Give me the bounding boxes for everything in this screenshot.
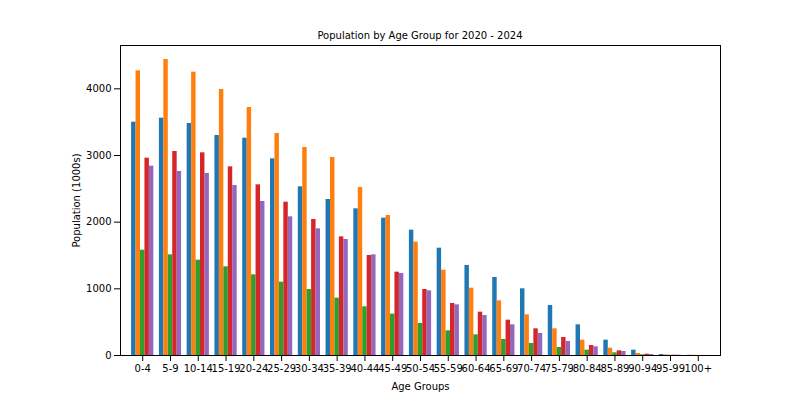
- svg-text:2000: 2000: [86, 216, 111, 227]
- html-text:Population by Age Group for 20: Population by Age Group for 2020 - 2024: [317, 30, 523, 41]
- svg-text:65-69: 65-69: [489, 363, 518, 374]
- svg-text:15-19: 15-19: [212, 363, 241, 374]
- svg-text:80-84: 80-84: [573, 363, 602, 374]
- svg-text:75-79: 75-79: [545, 363, 574, 374]
- svg-text:100+: 100+: [685, 363, 712, 374]
- svg-text:95-99: 95-99: [656, 363, 685, 374]
- svg-text:60-64: 60-64: [462, 363, 491, 374]
- svg-text:Population (1000s): Population (1000s): [71, 153, 82, 247]
- svg-text:5-9: 5-9: [162, 363, 178, 374]
- svg-text:10-14: 10-14: [184, 363, 213, 374]
- svg-text:25-29: 25-29: [267, 363, 296, 374]
- svg-text:55-59: 55-59: [434, 363, 463, 374]
- svg-text:3000: 3000: [86, 150, 111, 161]
- svg-text:20-24: 20-24: [239, 363, 268, 374]
- svg-text:45-49: 45-49: [378, 363, 407, 374]
- svg-text:40-44: 40-44: [350, 363, 379, 374]
- svg-text:90-94: 90-94: [628, 363, 657, 374]
- svg-text:1000: 1000: [86, 283, 111, 294]
- svg-text:30-34: 30-34: [295, 363, 324, 374]
- svg-text:0-4: 0-4: [135, 363, 151, 374]
- svg-text:4000: 4000: [86, 83, 111, 94]
- svg-text:35-39: 35-39: [323, 363, 352, 374]
- svg-text:Age Groups: Age Groups: [391, 381, 449, 392]
- svg-text:85-89: 85-89: [600, 363, 629, 374]
- svg-text:0: 0: [105, 350, 111, 361]
- svg-text:70-74: 70-74: [517, 363, 546, 374]
- svg-text:50-54: 50-54: [406, 363, 435, 374]
